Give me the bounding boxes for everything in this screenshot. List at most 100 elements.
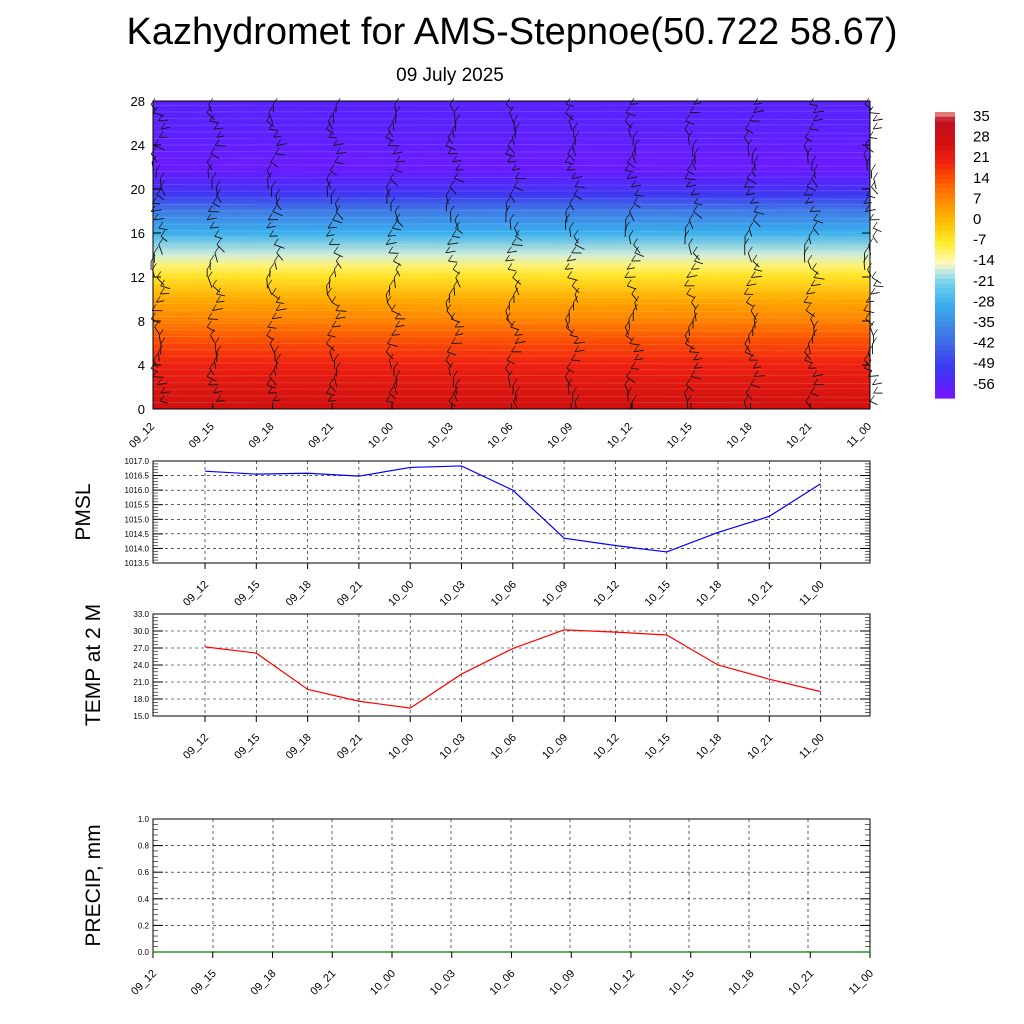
wind-barb-shaft [454,213,460,220]
wind-barb-shaft [207,312,213,319]
colorbar-box [935,326,955,332]
wind-barb [806,292,816,295]
wind-barb [392,120,395,131]
wind-barb-shaft [276,353,281,361]
wind-barb-shaft [333,246,339,253]
wind-barb-shaft [690,188,696,196]
wind-barb [212,308,223,311]
wind-barb-shaft [447,131,453,138]
wind-barb-shaft [634,246,639,253]
wind-barb-shaft [269,263,275,270]
wind-barb [214,235,223,239]
wind-barb-shaft [206,370,212,377]
wind-barb [753,110,765,113]
wind-barb-shaft [744,230,750,237]
wind-barb-shaft [574,180,580,187]
wind-barb-shaft [628,312,634,319]
wind-barb-shaft [804,353,809,361]
wind-barb-shaft [574,395,580,402]
colorbar-box [935,302,955,309]
wind-barb [686,169,695,176]
x-tick-label: 10_09 [547,968,577,998]
wind-barb-shaft [455,271,461,278]
wind-barb [873,285,884,288]
wind-barb-shaft [505,205,511,212]
wind-barb [331,301,339,307]
wind-barb-shaft [394,205,400,212]
wind-barb [754,268,763,272]
wind-barb [691,161,697,171]
colorbar-box [935,345,955,351]
wind-barb-shaft [629,205,634,212]
wind-barb [214,252,219,263]
wind-barb [453,112,456,124]
y-tick-label: 8 [138,314,145,329]
y-tick-label: 1016.0 [125,486,150,495]
wind-barb-shaft [272,395,278,402]
wind-barb-shaft [266,221,272,229]
wind-barb [626,176,638,179]
wind-barb [624,326,630,336]
wind-barb [394,104,397,113]
wind-barb [336,151,347,155]
colorbar-box [935,154,955,161]
wind-barb [160,285,171,290]
wind-barb-shaft [573,337,579,344]
wind-barb-shaft [688,213,694,220]
wind-barb [326,343,335,351]
x-tick-label: 09_15 [187,421,217,451]
x-tick-label: 10_03 [438,732,468,762]
wind-barb-shaft [873,172,878,179]
wind-barb-shaft [514,329,519,336]
wind-barb-shaft [326,230,331,237]
colorbar-box [935,383,955,390]
wind-barb-shaft [389,279,394,286]
wind-barb-shaft [328,238,334,245]
wind-barb-shaft [273,131,279,138]
wind-barb [274,351,276,362]
contour-line [152,382,871,384]
colorbar-box [935,159,955,166]
wind-barb-shaft [693,362,699,369]
wind-barb-shaft [746,172,752,179]
wind-barb [509,194,516,203]
wind-barb [394,211,399,222]
wind-barb [634,252,644,257]
wind-barb [209,226,219,229]
colorbar-box [935,188,955,194]
wind-barb-shaft [160,337,166,344]
wind-barb [335,203,338,212]
wind-barb-shaft [268,122,274,130]
wind-barb [870,292,880,295]
wind-barb-shaft [810,386,815,394]
wind-barb-shaft [513,287,519,295]
wind-barb [266,384,277,389]
wind-barb [514,186,524,192]
wind-barb-shaft [452,155,457,163]
wind-barb [809,128,819,131]
wind-barb [452,128,455,138]
wind-barb-shaft [216,238,222,245]
wind-barb [389,178,399,187]
wind-barb-shaft [686,180,691,187]
wind-barb-shaft [689,106,695,113]
wind-barb-shaft [515,172,520,179]
wind-barb [813,118,824,122]
y-axis-label: TEMP at 2 M [82,604,105,726]
wind-barb [152,202,161,205]
wind-barb [512,137,515,146]
wind-barb [153,112,165,117]
wind-barb [863,310,875,314]
wind-barb-shaft [571,279,577,286]
wind-barb [207,170,210,179]
wind-barb-shaft [632,131,638,138]
wind-barb [160,391,170,394]
y-tick-label: 1016.5 [125,472,150,481]
contour-line [152,243,871,247]
wind-barb [573,236,579,244]
wind-barb-shaft [332,213,337,220]
wind-barb-shaft [813,320,819,328]
wind-barb [694,260,704,265]
wind-barb [570,334,579,338]
wind-barb-shaft [449,180,455,187]
